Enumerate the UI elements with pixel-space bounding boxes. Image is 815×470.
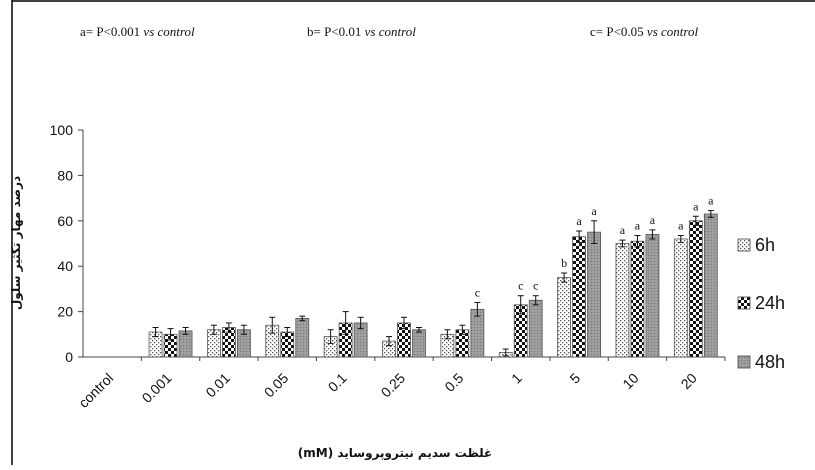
y-tick-label: 60 xyxy=(57,213,73,229)
significance-label: a xyxy=(591,204,597,218)
x-tick-label: 0.1 xyxy=(325,370,350,395)
bar-24h xyxy=(572,236,586,358)
legend-swatch-48h xyxy=(737,355,751,369)
legend-label-6h: 6h xyxy=(755,235,775,255)
bar-6h xyxy=(557,277,571,358)
significance-label: c xyxy=(518,279,523,293)
x-tick-label: 10 xyxy=(619,370,641,392)
bar-48h xyxy=(178,330,193,358)
y-tick-label: 20 xyxy=(57,304,73,320)
y-tick-label: 0 xyxy=(65,349,73,365)
significance-label: c xyxy=(533,279,538,293)
bar-48h xyxy=(295,318,310,358)
x-tick-label: 0.5 xyxy=(441,370,466,395)
bar-24h xyxy=(630,240,645,358)
significance-label: a xyxy=(708,194,714,208)
significance-label: a xyxy=(576,214,582,228)
note-c: c= P<0.05 vs control xyxy=(590,24,698,39)
y-tick-label: 80 xyxy=(57,167,73,183)
legend-label-24h: 24h xyxy=(755,293,785,313)
significance-label: a xyxy=(678,219,684,233)
legend-swatch-6h xyxy=(737,238,751,252)
x-tick-label: 0.001 xyxy=(139,370,175,406)
x-tick-label: 0.25 xyxy=(378,370,409,401)
note-b: b= P<0.01 vs control xyxy=(307,24,416,39)
bar-24h xyxy=(688,220,703,358)
significance-label: c xyxy=(475,286,480,300)
x-tick-label: control xyxy=(75,370,116,411)
y-tick-label: 100 xyxy=(50,122,74,138)
bar-48h xyxy=(703,213,718,358)
note-a: a= P<0.001 vs control xyxy=(80,24,195,39)
legend-label-48h: 48h xyxy=(755,352,785,372)
bar-48h xyxy=(587,231,601,358)
legend: 6h 24h 48h xyxy=(737,235,785,372)
significance-label: a xyxy=(693,199,699,213)
significance-label: b xyxy=(561,256,567,270)
x-tick-label: 20 xyxy=(678,370,700,392)
legend-swatch-24h xyxy=(737,296,751,310)
significance-label: a xyxy=(620,223,626,237)
bar-6h xyxy=(615,243,630,358)
bar-48h xyxy=(412,329,426,358)
bar-48h xyxy=(528,299,543,358)
x-tick-label: 5 xyxy=(566,370,583,387)
y-ticks: 0 20 40 60 80 100 xyxy=(50,122,83,365)
significance-label: a xyxy=(650,213,656,227)
x-ticks: control 0.001 0.01 0.05 0.1 0.25 0.5 1 5 10 20 xyxy=(75,357,726,411)
x-tick-label: 1 xyxy=(508,370,525,387)
x-tick-label: 0.05 xyxy=(261,370,292,401)
bar-6h xyxy=(673,238,688,358)
x-axis-title: غلظت سدیم نیتروپروساید (mM) xyxy=(298,446,493,461)
y-tick-label: 40 xyxy=(57,258,73,274)
y-axis-title: درصد مهار تکثیر سلول xyxy=(9,176,24,310)
significance-label: a xyxy=(635,219,641,233)
bar-48h xyxy=(645,234,660,358)
x-tick-label: 0.01 xyxy=(202,370,233,401)
